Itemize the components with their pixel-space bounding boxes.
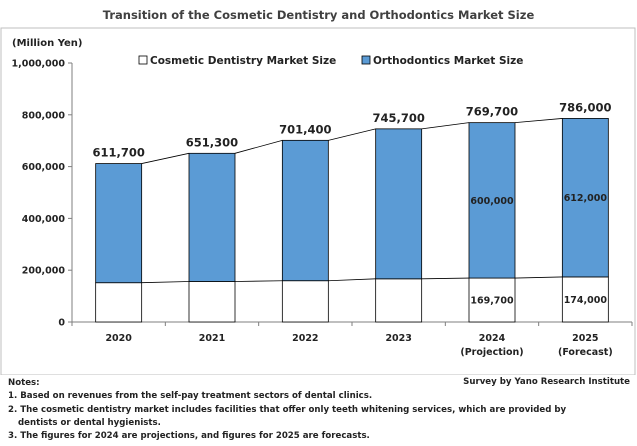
- legend-label-cosmetic-dentistry: Cosmetic Dentistry Market Size: [150, 55, 336, 67]
- x-tick-label: 2021: [199, 333, 225, 344]
- note-1: 1. Based on revenues from the self-pay t…: [8, 391, 373, 402]
- total-label: 651,300: [186, 135, 238, 149]
- chart-title: Transition of the Cosmetic Dentistry and…: [102, 8, 535, 22]
- x-tick-label: 2023: [385, 333, 411, 344]
- series-line-total: [514, 118, 563, 124]
- series-line-cosmetic-dentistry: [234, 280, 283, 282]
- source-credit: Survey by Yano Research Institute: [463, 377, 630, 387]
- total-label: 611,700: [92, 146, 144, 160]
- y-tick-label: 0: [58, 318, 65, 329]
- bar-cosmetic-dentistry: [95, 282, 143, 323]
- series-line-cosmetic-dentistry: [328, 278, 376, 282]
- total-label: 786,000: [559, 100, 611, 114]
- legend-label-orthodontics: Orthodontics Market Size: [373, 55, 523, 67]
- data-label: 612,000: [564, 193, 608, 204]
- bar-cosmetic-dentistry: [561, 276, 609, 323]
- x-tick-label: 2020: [105, 333, 132, 344]
- series-line-cosmetic-dentistry: [514, 276, 563, 279]
- series-line-total: [328, 128, 376, 141]
- series-line-cosmetic-dentistry: [141, 281, 190, 284]
- total-label: 769,700: [466, 105, 518, 119]
- plot-frame: [0, 27, 636, 375]
- bar-cosmetic-dentistry: [375, 278, 423, 323]
- series-line-total: [234, 139, 283, 154]
- data-label: 600,000: [470, 196, 514, 207]
- y-tick-label: 400,000: [22, 214, 66, 225]
- notes: Notes: 1. Based on revenues from the sel…: [8, 377, 630, 443]
- bar-orthodontics: [95, 163, 143, 284]
- y-tick-label: 1,000,000: [12, 59, 66, 70]
- note-2-continued: dentists or dental hygienists.: [18, 417, 161, 428]
- note-3: 3. The figures for 2024 are projections,…: [8, 431, 370, 442]
- bar-cosmetic-dentistry: [281, 280, 329, 323]
- x-tick-label: 2025: [572, 333, 598, 344]
- data-label: 169,700: [470, 296, 514, 307]
- note-2: 2. The cosmetic dentistry market include…: [8, 404, 567, 415]
- bar-orthodontics: [188, 152, 236, 282]
- chart-plot: (Million Yen) 0 200,000 400,000 600,000 800,…: [0, 27, 636, 375]
- data-label: 174,000: [564, 295, 608, 306]
- x-tick-label: 2024: [479, 333, 506, 344]
- total-label: 745,700: [372, 111, 424, 125]
- series-line-total: [421, 122, 470, 130]
- bar-orthodontics: [561, 118, 609, 278]
- y-tick-label: 800,000: [22, 110, 66, 121]
- legend-swatch-cosmetic-dentistry: [138, 55, 148, 65]
- legend-swatch-orthodontics: [361, 55, 371, 65]
- series-line-total: [141, 152, 190, 164]
- y-tick-label: 200,000: [22, 266, 66, 277]
- x-tick-sublabel: (Forecast): [558, 347, 613, 358]
- x-tick-sublabel: (Projection): [460, 347, 523, 358]
- y-axis-unit-label: (Million Yen): [12, 38, 83, 49]
- bar-orthodontics: [468, 122, 516, 279]
- series-line-cosmetic-dentistry: [421, 277, 470, 280]
- notes-heading: Notes:: [8, 378, 40, 388]
- bar-orthodontics: [281, 139, 329, 282]
- total-label: 701,400: [279, 122, 331, 136]
- x-tick-label: 2022: [292, 333, 318, 344]
- y-tick-label: 600,000: [22, 162, 66, 173]
- bar-cosmetic-dentistry: [188, 281, 236, 323]
- bar-orthodontics: [375, 128, 423, 280]
